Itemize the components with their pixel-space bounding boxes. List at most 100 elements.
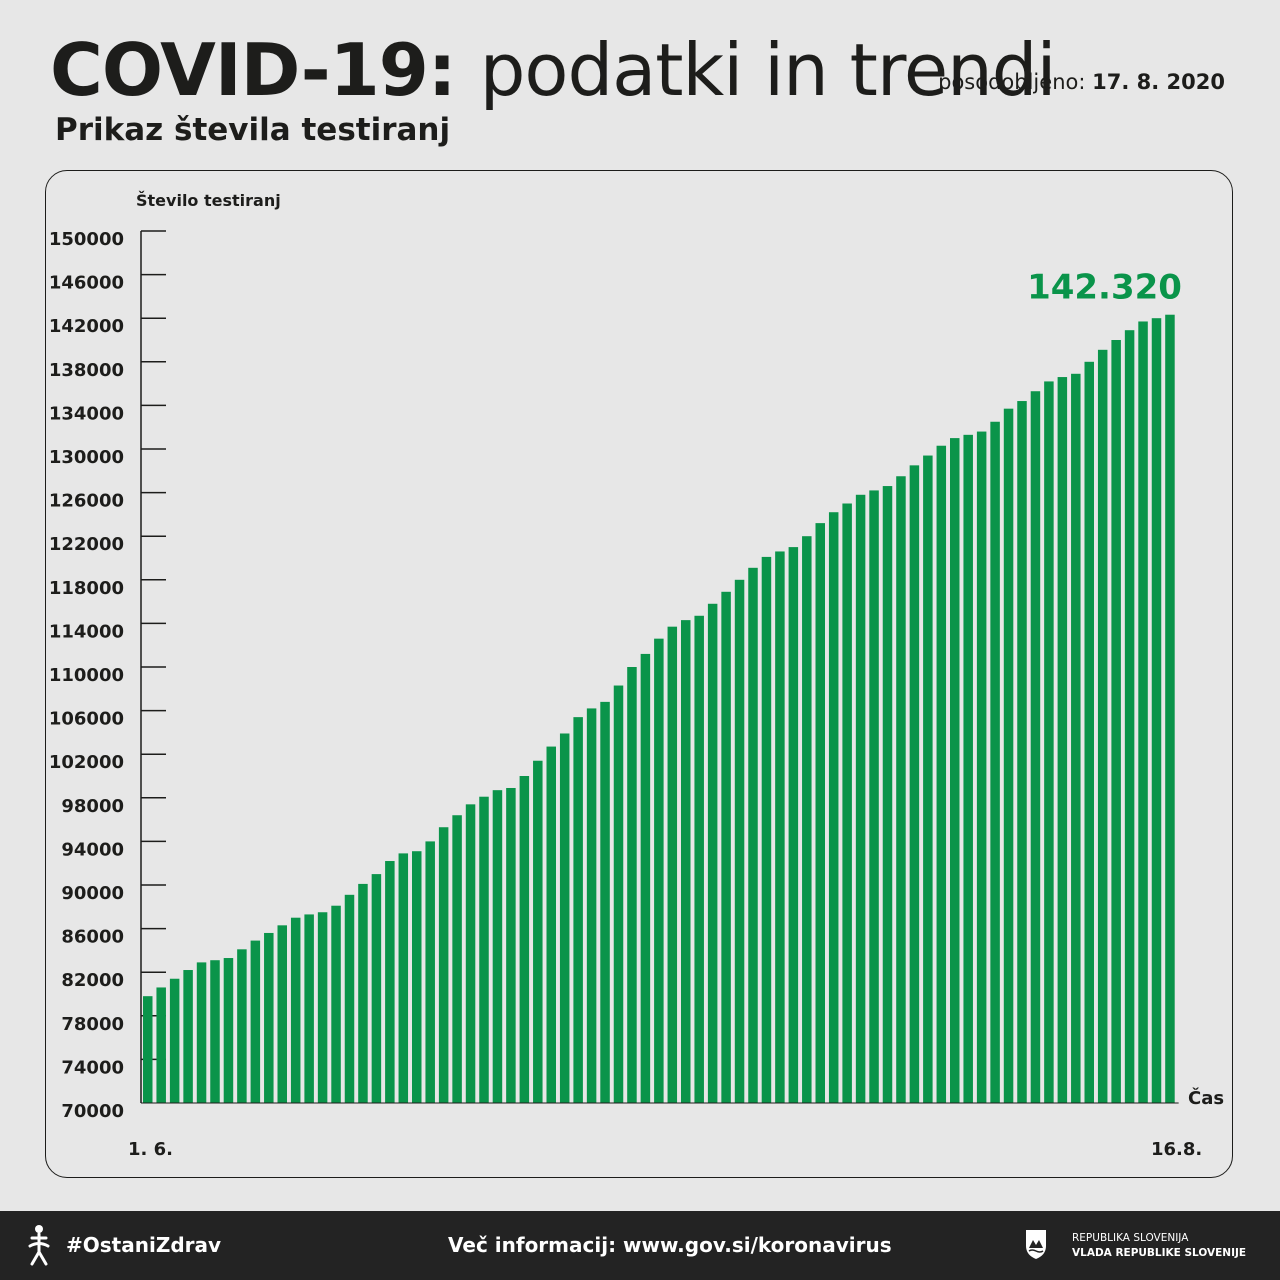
y-tick-label: 142000 (49, 316, 124, 337)
last-value-label: 142.320 (1027, 268, 1182, 308)
bar (412, 851, 422, 1103)
bar (802, 536, 812, 1103)
bar (923, 455, 933, 1103)
bar (600, 701, 610, 1103)
x-axis-title: Čas (1188, 1087, 1224, 1109)
bar (627, 667, 637, 1103)
bar (344, 894, 355, 1103)
bar (290, 917, 301, 1103)
footer-bar: #OstaniZdrav Več informacij: www.gov.si/… (0, 1211, 1280, 1280)
y-tick-label: 86000 (61, 927, 124, 948)
bar (546, 746, 556, 1103)
y-tick-label: 138000 (49, 360, 124, 381)
page-title: COVID-19: podatki in trendi (50, 22, 1056, 118)
bar (573, 717, 583, 1103)
bar (640, 653, 651, 1103)
bar (237, 949, 247, 1103)
gov-line-2: VLADA REPUBLIKE SLOVENIJE (1072, 1247, 1247, 1259)
bar (694, 615, 704, 1103)
bar (734, 579, 745, 1103)
x-start-label: 1. 6. (128, 1139, 173, 1160)
bar (506, 787, 516, 1103)
bar (909, 465, 920, 1104)
bar (963, 434, 973, 1104)
bar (775, 551, 785, 1103)
gov-line-1: REPUBLIKA SLOVENIJA (1072, 1232, 1189, 1244)
title-bold: COVID-19: (50, 28, 457, 112)
bar (896, 476, 906, 1103)
y-tick-label: 82000 (61, 970, 124, 991)
bar (210, 960, 220, 1103)
bar (882, 486, 893, 1103)
y-tick-label: 98000 (61, 796, 124, 817)
bar (1084, 361, 1094, 1103)
bar (304, 914, 314, 1103)
bar (492, 790, 503, 1103)
y-tick-label: 90000 (61, 883, 124, 904)
updated-value: 17. 8. 2020 (1092, 70, 1225, 94)
bar (586, 708, 597, 1103)
bar (815, 523, 825, 1103)
bar (1111, 340, 1121, 1103)
more-info-text: Več informacij: www.gov.si/koronavirus (448, 1233, 892, 1257)
chart-subtitle: Prikaz števila testiranj (55, 112, 451, 148)
y-tick-label: 118000 (49, 578, 124, 599)
y-tick-label: 130000 (49, 447, 124, 468)
bar (1165, 314, 1175, 1103)
bar (1044, 381, 1054, 1103)
bar (828, 512, 839, 1103)
government-label: REPUBLIKA SLOVENIJA VLADA REPUBLIKE SLOV… (1072, 1231, 1246, 1261)
updated-date: posodobljeno: 17. 8. 2020 (938, 70, 1225, 94)
y-tick-label: 146000 (49, 273, 124, 294)
bar (183, 970, 193, 1103)
bar (1124, 330, 1135, 1103)
bar (936, 445, 947, 1104)
bar (761, 556, 772, 1103)
bar (385, 861, 395, 1103)
bar (654, 638, 664, 1103)
y-tick-label: 110000 (49, 665, 124, 686)
y-tick-label: 94000 (61, 839, 124, 860)
bar (250, 940, 261, 1103)
bar (950, 438, 960, 1104)
bar (855, 494, 866, 1103)
bar (748, 567, 758, 1103)
bar (667, 626, 678, 1103)
person-figure-icon (28, 1225, 50, 1266)
bar (559, 733, 570, 1103)
bar (143, 996, 153, 1103)
y-tick-label: 114000 (49, 621, 124, 642)
bar (479, 796, 489, 1103)
bar (1057, 377, 1068, 1103)
bar (317, 912, 328, 1103)
x-end-label: 16.8. (1151, 1139, 1202, 1160)
bar (277, 925, 287, 1103)
bar (1017, 401, 1027, 1103)
bar (398, 853, 409, 1103)
bar (1097, 349, 1108, 1103)
y-tick-label: 102000 (49, 752, 124, 773)
bar (465, 804, 476, 1103)
bar (169, 978, 180, 1103)
bar (1071, 373, 1081, 1103)
bar (196, 962, 207, 1103)
y-tick-label: 150000 (49, 229, 124, 250)
y-tick-label: 126000 (49, 491, 124, 512)
y-tick-label: 134000 (49, 403, 124, 424)
chart-panel: Število testiranj 70000 74000 78000 82000 860… (45, 170, 1233, 1178)
bar (371, 874, 382, 1103)
bar (707, 603, 718, 1103)
y-tick-label: 70000 (61, 1101, 124, 1122)
bar (842, 503, 852, 1103)
bar (425, 841, 435, 1103)
title-light: podatki in trendi (479, 28, 1057, 112)
bar (519, 776, 530, 1103)
bar (331, 905, 341, 1103)
bar (223, 958, 234, 1103)
bar (1030, 391, 1041, 1103)
bar (1151, 318, 1162, 1103)
y-tick-label: 74000 (61, 1057, 124, 1078)
bar (264, 932, 274, 1103)
bar (358, 883, 368, 1103)
slovenia-coat-of-arms-icon (1026, 1230, 1046, 1259)
